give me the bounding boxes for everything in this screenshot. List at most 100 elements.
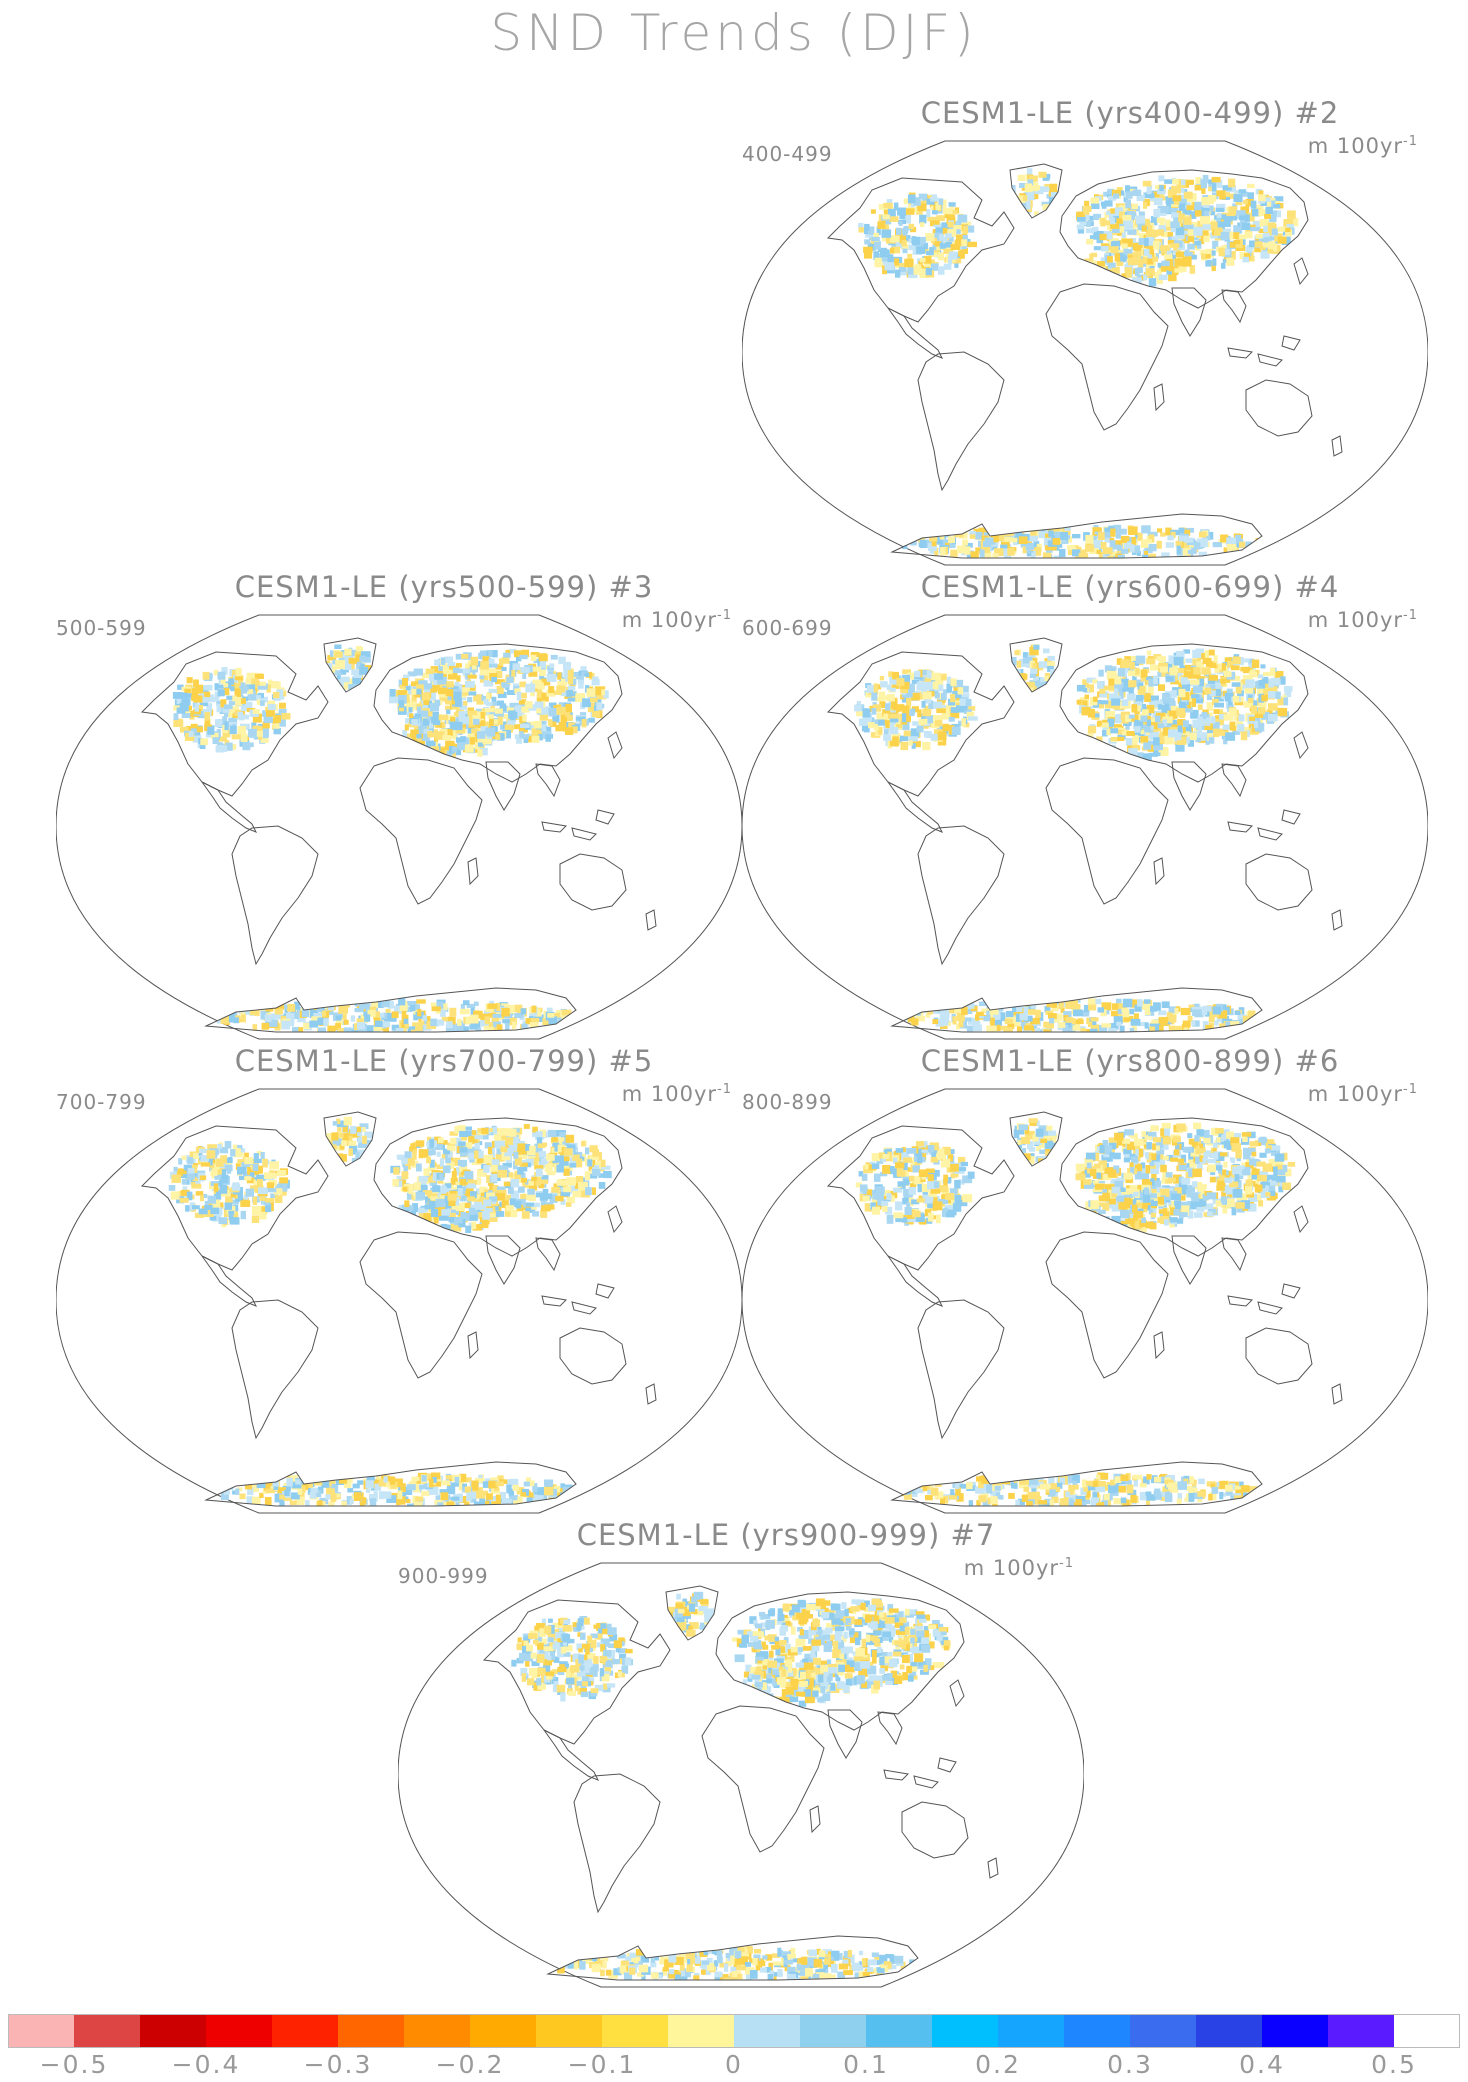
coastline — [1221, 1237, 1247, 1272]
colorbar-swatch — [1130, 2014, 1197, 2048]
colorbar-swatch — [800, 2014, 867, 2048]
coastline — [559, 853, 627, 911]
globe-boundary — [742, 614, 1428, 1040]
coastline — [1153, 857, 1165, 886]
coastline — [1281, 1283, 1301, 1299]
coastline — [231, 1299, 319, 1440]
colorbar-swatch — [998, 2014, 1065, 2048]
units-label: m 100yr-1 — [1307, 608, 1418, 632]
trend-field — [168, 1116, 612, 1506]
units-label: m 100yr-1 — [621, 1082, 732, 1106]
panel-title: CESM1-LE (yrs500-599) #3 — [234, 570, 654, 604]
coastline — [323, 1111, 377, 1167]
coastline — [877, 1711, 903, 1746]
trend-field — [172, 644, 609, 1032]
coastline — [359, 757, 483, 905]
coastline — [913, 1775, 939, 1789]
coastline — [987, 1857, 999, 1879]
coastline — [1331, 435, 1343, 457]
panel-title: CESM1-LE (yrs800-899) #6 — [920, 1044, 1340, 1078]
coastline — [1059, 643, 1309, 783]
units-label: m 100yr-1 — [1307, 1082, 1418, 1106]
map-panel-2: CESM1-LE (yrs400-499) #2 400-499 m 100yr… — [742, 96, 1428, 566]
coastline — [559, 1327, 627, 1385]
coastline — [1153, 1331, 1165, 1360]
coastline — [1009, 163, 1063, 219]
colorbar-swatch — [272, 2014, 339, 2048]
colorbar-swatch — [1394, 2014, 1460, 2048]
coastline — [535, 763, 561, 798]
coastline — [1257, 827, 1283, 841]
coastline — [323, 637, 377, 693]
colorbar-tick-label: 0.5 — [1371, 2050, 1417, 2079]
coastline — [1153, 383, 1165, 412]
map-panel-3: CESM1-LE (yrs500-599) #3 500-599 m 100yr… — [56, 570, 742, 1040]
trend-field — [858, 168, 1299, 558]
colorbar — [8, 2014, 1460, 2048]
coastline — [231, 825, 319, 966]
coastline — [826, 1125, 1015, 1271]
colorbar-tick-label: 0.1 — [843, 2050, 889, 2079]
coastline — [595, 809, 615, 825]
colorbar-tick-label: −0.2 — [435, 2050, 505, 2079]
trend-field — [511, 1591, 951, 1980]
coastline — [543, 1729, 600, 1781]
globe-boundary — [398, 1562, 1084, 1988]
coastline — [1257, 353, 1283, 367]
coastline — [917, 351, 1005, 492]
trend-field — [855, 1118, 1296, 1506]
coastline — [917, 825, 1005, 966]
panel-title: CESM1-LE (yrs900-999) #7 — [576, 1518, 996, 1552]
coastline — [917, 1299, 1005, 1440]
colorbar-swatch — [602, 2014, 669, 2048]
coastline — [901, 1801, 969, 1859]
units-label: m 100yr-1 — [963, 1556, 1074, 1580]
coastline — [937, 1757, 957, 1773]
colorbar-ticks: −0.5 −0.4 −0.3 −0.2 −0.1 0 0.1 0.2 0.3 0.4 0.5 — [0, 2050, 1468, 2082]
colorbar-swatch — [74, 2014, 141, 2048]
coastline — [1293, 731, 1309, 760]
colorbar-swatch — [8, 2014, 75, 2048]
coastline — [482, 1599, 671, 1745]
colorbar-swatch — [866, 2014, 933, 2048]
coastline — [467, 1331, 479, 1360]
coastline — [645, 909, 657, 931]
coastline — [140, 651, 329, 797]
coastline — [1293, 1205, 1309, 1234]
coastline — [1245, 853, 1313, 911]
coastline — [701, 1705, 825, 1853]
map-panel-6: CESM1-LE (yrs800-899) #6 800-899 m 100yr… — [742, 1044, 1428, 1514]
coastline — [201, 781, 258, 833]
coastline — [573, 1773, 661, 1914]
coastline — [1059, 169, 1309, 309]
coastline — [541, 821, 568, 833]
coastline — [571, 827, 597, 841]
coastline — [1281, 335, 1301, 351]
colorbar-swatch — [470, 2014, 537, 2048]
period-label: 400-499 — [742, 142, 833, 166]
coastline — [204, 987, 577, 1033]
coastline — [1059, 1117, 1309, 1257]
world-map — [56, 1088, 742, 1514]
world-map — [398, 1562, 1084, 1988]
colorbar-swatch — [668, 2014, 735, 2048]
coastline — [1227, 1295, 1254, 1307]
colorbar-swatch — [536, 2014, 603, 2048]
panel-title: CESM1-LE (yrs700-799) #5 — [234, 1044, 654, 1078]
coastline — [1171, 287, 1207, 337]
coastline — [607, 731, 623, 760]
coastline — [826, 177, 1015, 323]
coastline — [1331, 1383, 1343, 1405]
period-label: 900-999 — [398, 1564, 489, 1588]
coastline — [1221, 289, 1247, 324]
coastline — [1281, 809, 1301, 825]
world-map — [56, 614, 742, 1040]
colorbar-swatch — [1064, 2014, 1131, 2048]
coastline — [373, 1117, 623, 1257]
colorbar-swatch — [1328, 2014, 1395, 2048]
coastline — [201, 1255, 258, 1307]
coastline — [1331, 909, 1343, 931]
coastline — [1009, 637, 1063, 693]
trend-field — [854, 644, 1293, 1032]
colorbar-swatch — [932, 2014, 999, 2048]
